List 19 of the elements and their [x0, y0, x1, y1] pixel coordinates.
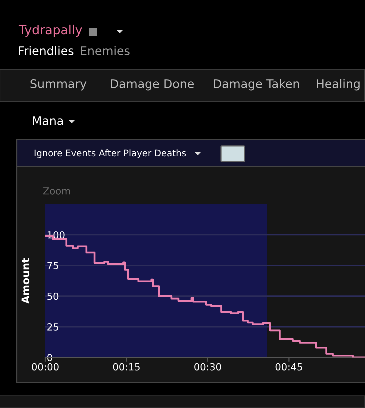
x-tick-label: 00:15	[113, 363, 140, 371]
x-tick-label: 00:45	[276, 363, 302, 371]
text: Healing	[317, 79, 360, 91]
text: Friendlies	[19, 46, 74, 56]
y-tick-label: 25	[48, 324, 58, 331]
y-tick-label: 100	[48, 231, 65, 239]
x-tick-label: 00:30	[194, 363, 222, 371]
text: Summary	[30, 79, 87, 91]
text: Damage Done	[111, 80, 194, 91]
text: Enemies	[81, 46, 130, 56]
text: Ignore Events After Player Deaths	[34, 150, 186, 158]
text: Tydrapally	[18, 24, 82, 38]
x-tick-label: 00:00	[32, 363, 59, 371]
chart-title: Mana	[33, 116, 64, 126]
text: Zoom	[43, 188, 70, 195]
y-tick-label: 50	[48, 292, 59, 300]
text: Damage Taken	[214, 79, 300, 91]
y-axis-title: Amount	[22, 258, 30, 304]
y-tick-label: 75	[48, 262, 58, 270]
